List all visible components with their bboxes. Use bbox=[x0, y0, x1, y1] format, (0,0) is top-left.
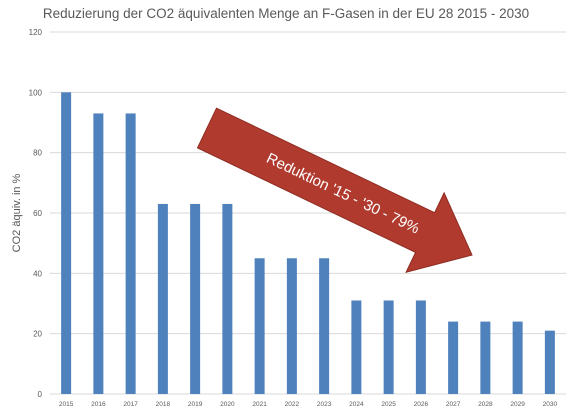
y-tick-label: 20 bbox=[33, 330, 42, 339]
bar bbox=[383, 300, 394, 394]
y-tick-label: 120 bbox=[29, 28, 43, 37]
axis-layer: 0 20 40 60 80 100 120 CO2 äquiv. in % 2015 2016 20… bbox=[11, 28, 557, 408]
bar bbox=[415, 300, 426, 394]
chart-title: Reduzierung der CO2 äquivalenten Menge a… bbox=[42, 6, 530, 21]
bar bbox=[286, 258, 297, 394]
x-tick-label: 2015 bbox=[59, 401, 74, 408]
bar bbox=[157, 203, 168, 394]
bar bbox=[125, 113, 136, 394]
arrow-shape bbox=[196, 107, 473, 273]
x-tick-label: 2023 bbox=[317, 401, 332, 408]
bar bbox=[448, 321, 459, 394]
x-tick-label: 2025 bbox=[381, 401, 396, 408]
x-tick-label: 2028 bbox=[478, 401, 493, 408]
x-tick-label: 2024 bbox=[349, 401, 364, 408]
y-tick-label: 0 bbox=[38, 390, 43, 399]
y-tick-label: 40 bbox=[33, 269, 42, 278]
bar bbox=[351, 300, 362, 394]
bar bbox=[190, 203, 201, 394]
x-tick-label: 2030 bbox=[543, 401, 558, 408]
x-tick-label: 2029 bbox=[510, 401, 525, 408]
x-tick-label: 2020 bbox=[220, 401, 235, 408]
x-tick-label: 2027 bbox=[446, 401, 461, 408]
x-tick-label: 2021 bbox=[252, 401, 267, 408]
bar bbox=[254, 258, 265, 394]
x-tick-label: 2022 bbox=[285, 401, 300, 408]
x-tick-label: 2026 bbox=[414, 401, 429, 408]
bar bbox=[222, 203, 233, 394]
y-tick-label: 60 bbox=[33, 209, 42, 218]
annotation-arrow: Reduktion '15 - '30 - 79% bbox=[196, 107, 473, 273]
y-axis-label: CO2 äquiv. in % bbox=[11, 173, 23, 252]
x-tick-label: 2018 bbox=[156, 401, 171, 408]
bar bbox=[480, 321, 491, 394]
y-tick-label: 100 bbox=[29, 88, 43, 97]
bar bbox=[512, 321, 523, 394]
bar bbox=[319, 258, 330, 394]
bar-layer bbox=[61, 92, 555, 394]
x-tick-label: 2019 bbox=[188, 401, 203, 408]
bar bbox=[544, 330, 555, 394]
x-tick-label: 2016 bbox=[91, 401, 106, 408]
bar bbox=[61, 92, 72, 394]
annotation-text: Reduktion '15 - '30 - 79% bbox=[264, 150, 422, 238]
arrow-group: Reduktion '15 - '30 - 79% bbox=[196, 107, 473, 273]
bar bbox=[93, 113, 104, 394]
x-tick-label: 2017 bbox=[123, 401, 138, 408]
y-tick-label: 80 bbox=[33, 149, 42, 158]
